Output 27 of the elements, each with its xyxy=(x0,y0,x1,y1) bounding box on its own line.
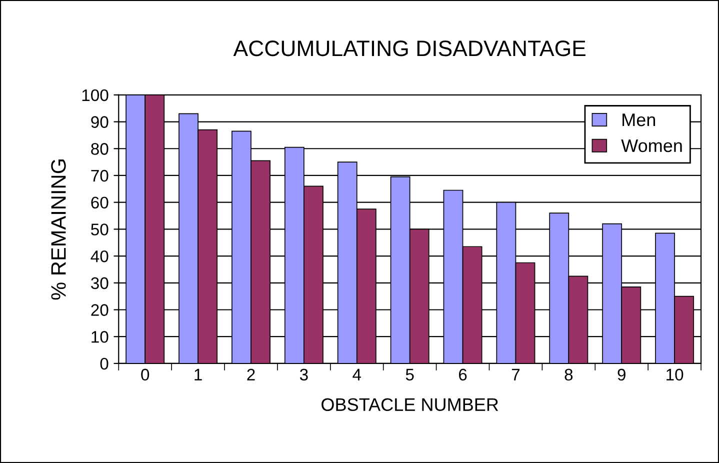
x-tick-label: 5 xyxy=(406,368,414,381)
y-tick-label: 100 xyxy=(82,89,108,102)
legend-label: Women xyxy=(621,139,682,152)
x-tick-label: 8 xyxy=(564,368,573,381)
x-tick-label: 9 xyxy=(618,368,626,381)
x-tick-label: 7 xyxy=(512,368,520,380)
x-tick-label: 10 xyxy=(666,368,684,381)
x-tick-label: 0 xyxy=(141,368,150,381)
y-tick-label: 80 xyxy=(91,143,108,155)
x-tick-label: 4 xyxy=(352,368,362,380)
x-tick-label: 3 xyxy=(300,368,308,381)
x-tick-label: 1 xyxy=(194,368,202,380)
y-tick-label: 10 xyxy=(92,331,108,343)
y-tick-label: 60 xyxy=(91,196,108,209)
x-tick-label: 2 xyxy=(247,368,255,380)
chart-title: ACCUMULATING DISADVANTAGE xyxy=(233,40,586,56)
y-axis-title: % REMAINING xyxy=(51,160,66,300)
y-tick-label: 50 xyxy=(91,224,108,236)
y-tick-label: 0 xyxy=(100,358,108,370)
y-tick-label: 70 xyxy=(91,170,108,182)
y-tick-label: 20 xyxy=(91,304,108,316)
x-axis-title: OBSTACLE NUMBER xyxy=(322,398,498,412)
legend-label: Men xyxy=(622,114,656,126)
x-tick-label: 6 xyxy=(458,368,467,381)
y-tick-label: 40 xyxy=(90,250,108,262)
y-tick-label: 30 xyxy=(91,277,108,290)
y-tick-label: 90 xyxy=(91,116,108,128)
